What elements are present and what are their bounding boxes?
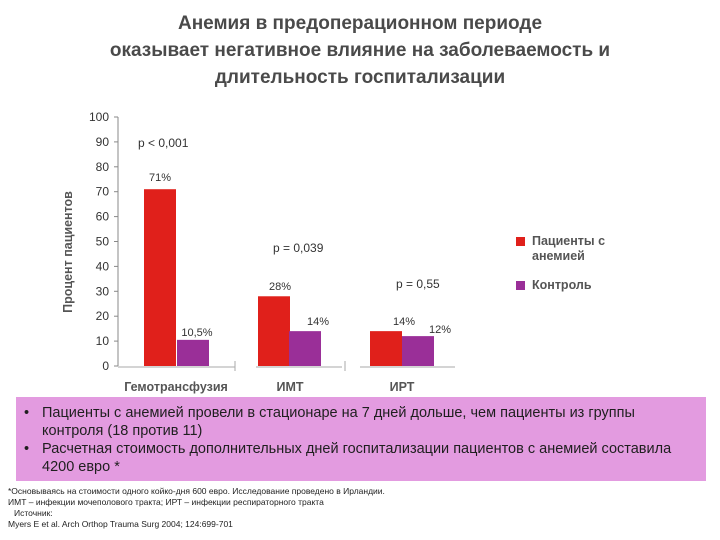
legend-swatch-control	[516, 281, 525, 290]
footnote-reference: Myers E et al. Arch Orthop Trauma Surg 2…	[8, 519, 233, 529]
y-tick-label: 10	[96, 334, 110, 348]
key-findings-box: • Пациенты с анемией провели в стационар…	[16, 397, 706, 481]
data-label: 14%	[393, 316, 415, 328]
bullet-text: Пациенты с анемией провели в стационаре …	[42, 405, 635, 439]
data-label: 14%	[307, 316, 329, 328]
bullet-dot: •	[24, 441, 30, 457]
data-label: 12%	[429, 324, 451, 336]
x-category-label: Гемотрансфузия	[124, 380, 228, 394]
bar-anemia	[370, 331, 402, 366]
data-label: 10,5%	[181, 327, 212, 339]
y-axis-label: Процент пациентов	[61, 191, 75, 313]
legend-label-anemia: Пациенты с анемией	[532, 234, 606, 263]
data-label: 71%	[149, 172, 171, 184]
data-label: 28%	[269, 281, 291, 293]
bullet-item: • Пациенты с анемией провели в стационар…	[24, 404, 696, 440]
footnotes: *Основываясь на стоимости одного койко-д…	[8, 486, 385, 530]
footnote-source-label: Источник:	[14, 508, 53, 518]
bullet-text: Расчетная стоимость дополнительных дней …	[42, 441, 672, 475]
y-tick-label: 30	[96, 284, 110, 298]
title-line-2: оказывает негативное влияние на заболева…	[109, 40, 611, 61]
bar-chart: 0 10 20 30 40 50 60 70 80 90 100 Процент пациентов 7…	[61, 110, 455, 394]
p-value-annotation: p = 0,55	[396, 277, 440, 291]
title-line-3: длительность госпитализации	[214, 67, 506, 88]
slide-title: Анемия в предоперационном периоде оказыв…	[20, 10, 700, 91]
bar-anemia	[144, 189, 176, 366]
bar-anemia	[258, 296, 290, 366]
y-tick-label: 0	[102, 359, 109, 373]
p-value-annotation: p = 0,039	[273, 241, 324, 255]
y-tick-label: 60	[96, 210, 110, 224]
footnote-abbreviations: ИМТ – инфекции мочеполового тракта; ИРТ …	[8, 497, 324, 507]
y-tick-label: 70	[96, 185, 110, 199]
y-tick-label: 90	[96, 135, 110, 149]
bar-control	[177, 339, 209, 366]
bullet-item: • Расчетная стоимость дополнительных дне…	[24, 440, 696, 476]
x-category-label: ИМТ	[276, 380, 303, 394]
legend-item-control: Контроль	[516, 278, 612, 293]
footnote-cost: *Основываясь на стоимости одного койко-д…	[8, 486, 385, 496]
title-line-1: Анемия в предоперационном периоде	[177, 13, 543, 34]
bullet-dot: •	[24, 405, 30, 421]
p-value-annotation: p < 0,001	[138, 136, 189, 150]
x-category-label: ИРТ	[390, 380, 415, 394]
y-tick-label: 80	[96, 160, 110, 174]
bar-control	[289, 331, 321, 366]
y-tick-label: 50	[96, 235, 110, 249]
bar-control	[402, 336, 434, 366]
legend-item-anemia: Пациенты с анемией	[516, 234, 612, 264]
y-tick-label: 20	[96, 309, 110, 323]
y-tick-label: 40	[96, 259, 110, 273]
legend-swatch-anemia	[516, 237, 525, 246]
legend-label-control: Контроль	[532, 278, 592, 292]
y-tick-label: 100	[89, 110, 109, 124]
chart-legend: Пациенты с анемией Контроль	[516, 234, 612, 307]
